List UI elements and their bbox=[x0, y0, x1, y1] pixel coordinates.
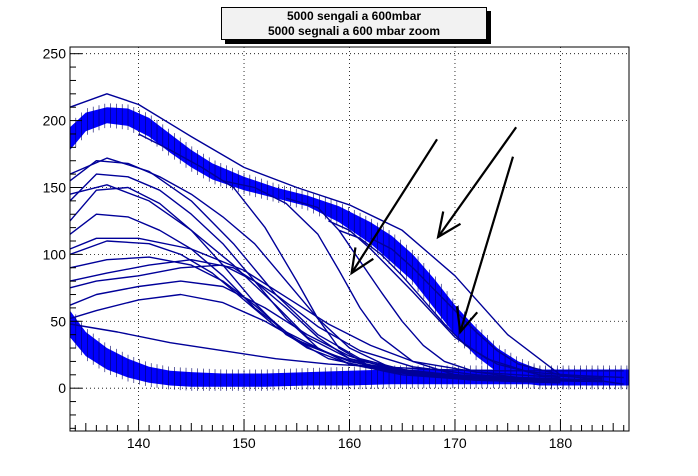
arrow-shaft bbox=[350, 138, 438, 274]
signal-trace bbox=[69, 293, 561, 381]
y-tick-label: 0 bbox=[58, 380, 66, 396]
x-tick-label: 170 bbox=[443, 435, 467, 451]
arrow-head bbox=[436, 211, 462, 240]
signal-trace bbox=[69, 93, 624, 385]
signal-trace bbox=[370, 237, 624, 379]
annotation-arrows bbox=[350, 126, 518, 335]
chart-title-box: 5000 sengali a 600mbar 5000 segnali a 60… bbox=[221, 7, 487, 40]
signal-trace bbox=[328, 220, 603, 379]
arrow-head bbox=[455, 306, 479, 335]
annotation-arrow bbox=[350, 138, 438, 276]
signal-trace bbox=[222, 180, 603, 383]
signal-traces bbox=[69, 93, 624, 385]
signal-trace bbox=[138, 133, 561, 383]
signal-trace bbox=[286, 197, 603, 381]
signal-trace bbox=[69, 323, 624, 372]
y-tick-label: 250 bbox=[43, 46, 67, 62]
annotation-arrow bbox=[436, 126, 518, 240]
axes: 0 50 100 150 200 250 140 150 160 170 180 bbox=[43, 46, 625, 451]
x-tick-label: 180 bbox=[549, 435, 573, 451]
signal-band bbox=[70, 107, 629, 386]
y-tick-label: 50 bbox=[50, 313, 66, 329]
x-tick-label: 140 bbox=[127, 435, 151, 451]
signal-trace bbox=[338, 229, 603, 380]
x-tick-label: 160 bbox=[338, 435, 362, 451]
signal-trace bbox=[69, 280, 540, 381]
signal-trace bbox=[69, 237, 561, 379]
y-tick-label: 100 bbox=[43, 246, 67, 262]
x-tick-label: 150 bbox=[232, 435, 256, 451]
arrow-head bbox=[350, 247, 374, 276]
chart-title-line-2: 5000 segnali a 600 mbar zoom bbox=[267, 24, 441, 38]
annotation-arrow bbox=[455, 156, 515, 335]
y-tick-label: 200 bbox=[43, 113, 67, 129]
arrow-shaft bbox=[437, 126, 518, 238]
signal-trace bbox=[69, 184, 561, 383]
arrow-shaft bbox=[459, 156, 515, 333]
chart-title-line-1: 5000 sengali a 600mbar bbox=[286, 9, 422, 23]
y-tick-label: 150 bbox=[43, 179, 67, 195]
